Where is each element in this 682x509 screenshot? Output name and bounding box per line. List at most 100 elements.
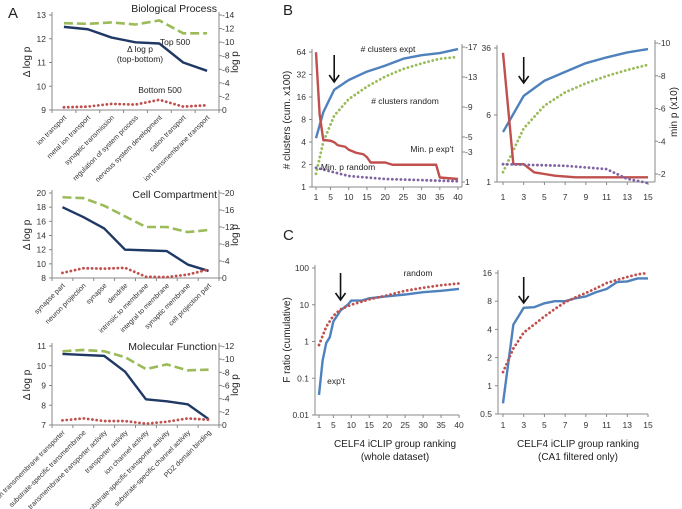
- y-right-tick-label: -3: [465, 147, 473, 157]
- arrow-down-icon: [328, 55, 340, 84]
- y-tick-label: 14: [37, 231, 47, 241]
- y-tick-label: 11: [37, 58, 46, 68]
- x-tick-label: 9: [583, 420, 588, 430]
- x-tick-label: 11: [602, 420, 611, 430]
- y-tick-label: 16: [37, 216, 47, 226]
- x-tick-label: 1: [314, 192, 319, 202]
- series-line-2: [61, 266, 210, 279]
- series-annotation: Bottom 500: [138, 85, 182, 95]
- x-axis-title: (CA1 filtered only): [538, 452, 618, 463]
- y-tick-label: 2: [487, 353, 492, 363]
- y-tick-label: 32: [297, 70, 307, 80]
- category-label: neuron projection: [45, 282, 88, 325]
- y-tick-label: 10: [37, 259, 47, 269]
- y-tick-label: 8: [301, 115, 306, 125]
- series-annotation: Min. p random: [321, 162, 375, 172]
- x-tick-label: 5: [331, 420, 336, 430]
- series-line-1: [314, 55, 460, 176]
- y-axis-title: F ratio (cumulative): [282, 297, 293, 383]
- y-right-tick-label: -10: [222, 354, 235, 364]
- y-tick-label: 1: [304, 337, 309, 347]
- y-tick-label: 6: [486, 110, 491, 120]
- y-tick-label: 10: [37, 361, 47, 371]
- x-tick-label: 30: [418, 420, 428, 430]
- x-tick-label: 1: [501, 192, 506, 202]
- x-tick-label: 15: [365, 420, 375, 430]
- y-right-tick-label: -4: [222, 78, 230, 88]
- y-tick-label: 16: [297, 92, 307, 102]
- y-right-tick-label: -4: [222, 256, 230, 266]
- x-tick-label: 35: [435, 192, 445, 202]
- y-right-tick-label: -2: [222, 91, 230, 101]
- series-line-0: [314, 47, 459, 139]
- x-tick-label: 7: [563, 420, 568, 430]
- category-label: ion transmembrane transporter: [0, 429, 67, 502]
- chart-3: [309, 44, 465, 190]
- y-tick-label: 8: [487, 296, 492, 306]
- y-right-tick-label: -14: [222, 10, 235, 20]
- y-right-tick-label: -6: [658, 104, 666, 114]
- arrow-down-icon: [518, 277, 530, 305]
- y-tick-label: 20: [37, 188, 47, 198]
- y-right-tick-label: -16: [222, 205, 235, 215]
- y-tick-label: 36: [482, 43, 492, 53]
- series-annotation: exp't: [327, 376, 345, 386]
- x-tick-label: 25: [399, 192, 409, 202]
- x-tick-label: 13: [623, 420, 633, 430]
- y-tick-label: 0.5: [480, 409, 492, 419]
- series-line-3: [314, 166, 460, 183]
- chart-title: Molecular Function: [128, 341, 217, 353]
- y-right-axis-title: min p (x10): [669, 87, 680, 137]
- y-right-tick-label: -13: [465, 72, 478, 82]
- series-line-1: [317, 282, 461, 347]
- y-tick-label: 100: [295, 263, 309, 273]
- chart-5: [312, 265, 461, 418]
- x-tick-label: 3: [521, 192, 526, 202]
- category-label: synapse: [85, 282, 108, 305]
- series-line-0: [61, 206, 209, 273]
- x-tick-label: 9: [583, 192, 588, 202]
- y-tick-label: 2: [301, 160, 306, 170]
- category-label: metal ion transport: [46, 114, 92, 160]
- y-axis-title: Δ log p: [22, 46, 33, 77]
- x-tick-label: 10: [347, 420, 357, 430]
- x-tick-label: 15: [362, 192, 372, 202]
- y-tick-label: 12: [37, 245, 47, 255]
- chart-4: [494, 40, 658, 185]
- y-tick-label: 0.1: [297, 373, 309, 383]
- x-tick-label: 15: [643, 420, 653, 430]
- y-tick-label: 1: [301, 182, 306, 192]
- series-line-1: [501, 63, 650, 174]
- y-right-tick-label: -10: [222, 37, 235, 47]
- y-right-axis-title: log p: [230, 374, 241, 396]
- y-right-tick-label: -10: [658, 38, 671, 48]
- x-tick-label: 11: [602, 192, 611, 202]
- panel-letter-b: B: [283, 2, 293, 19]
- series-line-0: [501, 47, 649, 133]
- chart-2: [49, 343, 222, 428]
- y-tick-label: 11: [37, 341, 46, 351]
- series-annotation: Min. p exp't: [410, 144, 454, 154]
- y-tick-label: 10: [37, 81, 47, 91]
- series-line-0: [317, 287, 460, 396]
- panel-letter-c: C: [283, 227, 294, 244]
- series-line-1: [63, 19, 208, 35]
- y-right-tick-label: -12: [222, 24, 235, 34]
- y-tick-label: 10: [300, 300, 310, 310]
- y-right-tick-label: -2: [222, 407, 230, 417]
- chart-0: [49, 12, 222, 113]
- series-annotation: # clusters random: [371, 96, 439, 106]
- y-axis-title: # clusters (cum. x100): [282, 71, 293, 169]
- category-label: substrate-specific transmembrane: [8, 429, 88, 509]
- x-tick-label: 5: [542, 420, 547, 430]
- y-tick-label: 7: [41, 420, 46, 430]
- y-right-tick-label: -20: [222, 188, 235, 198]
- y-right-tick-label: 0: [222, 105, 227, 115]
- x-tick-label: 40: [454, 420, 464, 430]
- series-line-1: [501, 271, 650, 374]
- x-tick-label: 25: [400, 420, 410, 430]
- y-tick-label: 8: [41, 273, 46, 283]
- category-label: cell projection part: [168, 282, 213, 327]
- x-axis-title: CELF4 iCLIP group ranking: [334, 439, 456, 450]
- x-tick-label: 10: [344, 192, 354, 202]
